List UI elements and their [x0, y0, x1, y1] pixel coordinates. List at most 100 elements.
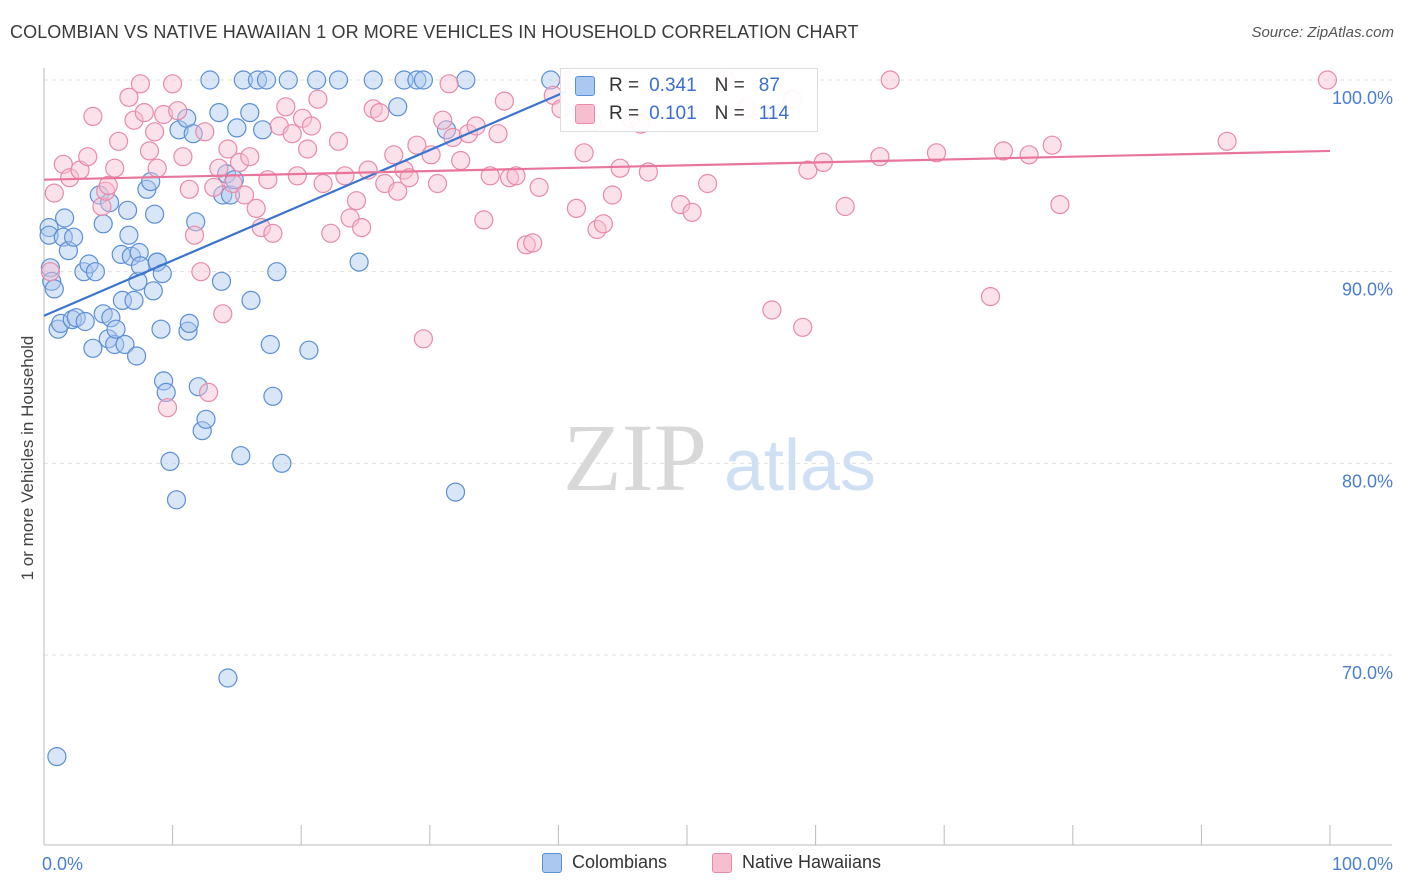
data-point — [880, 70, 900, 90]
data-point — [54, 208, 75, 228]
data-point — [220, 185, 241, 205]
data-point — [143, 281, 163, 301]
data-point — [85, 262, 106, 282]
legend-label-colombians: Colombians — [572, 852, 668, 872]
data-point — [388, 181, 408, 201]
data-point — [762, 300, 782, 320]
data-point — [63, 227, 84, 247]
data-point — [231, 446, 251, 466]
data-point — [638, 162, 659, 182]
data-point — [445, 482, 466, 502]
data-point — [346, 191, 367, 211]
data-point — [44, 183, 64, 203]
y-tick-label: 90.0% — [1342, 280, 1393, 300]
data-point — [388, 97, 408, 117]
data-point — [173, 147, 193, 167]
data-point — [124, 290, 144, 310]
data-point — [308, 89, 328, 109]
data-point — [115, 334, 135, 355]
data-point — [480, 166, 500, 186]
data-point — [213, 304, 233, 324]
data-point — [196, 409, 216, 429]
data-point — [335, 166, 355, 186]
axes — [43, 68, 1392, 846]
data-point — [200, 70, 220, 90]
data-point — [156, 382, 176, 402]
data-point — [39, 218, 59, 238]
data-point — [697, 173, 718, 194]
data-point — [260, 334, 280, 355]
data-point — [151, 319, 171, 339]
colombians-swatch — [575, 76, 595, 96]
colombians-legend-swatch — [542, 852, 562, 873]
data-point — [78, 147, 98, 167]
data-point — [256, 70, 277, 90]
data-point — [106, 319, 126, 339]
data-point — [227, 118, 247, 138]
data-point — [188, 377, 208, 397]
data-point — [263, 223, 283, 243]
data-point — [246, 198, 266, 218]
data-point — [1019, 145, 1039, 165]
data-point — [79, 254, 99, 274]
data-point — [433, 110, 453, 130]
data-point — [1217, 131, 1237, 151]
n-value: 114 — [758, 103, 790, 124]
data-point — [195, 122, 215, 142]
trendline — [43, 90, 567, 317]
r-value: 0.101 — [649, 103, 697, 124]
data-point — [145, 204, 165, 224]
y-tick-label: 70.0% — [1342, 663, 1393, 683]
data-point — [251, 218, 271, 238]
data-point — [352, 218, 372, 238]
data-point — [160, 451, 180, 471]
data-point — [44, 279, 64, 299]
stats-row-native-hawaiians: R = 0.101 N = 114 — [575, 101, 789, 127]
data-point — [407, 135, 427, 155]
n-label: N = — [714, 75, 745, 96]
data-point — [267, 262, 287, 282]
data-point — [154, 104, 174, 125]
data-point — [209, 158, 229, 178]
legend-label-native-hawaiians: Native Hawaiians — [742, 852, 882, 872]
r-label: R = — [609, 103, 640, 124]
data-point — [363, 70, 383, 90]
data-point — [98, 175, 118, 195]
data-point — [40, 262, 61, 282]
trendline — [43, 149, 1331, 181]
data-point — [119, 87, 139, 107]
data-point — [349, 252, 369, 272]
data-point — [145, 122, 165, 142]
data-point — [276, 97, 296, 117]
n-value: 87 — [758, 75, 780, 96]
data-point — [209, 102, 229, 123]
data-point — [321, 223, 341, 243]
data-point — [1050, 195, 1070, 215]
data-point — [593, 214, 614, 234]
data-point — [413, 70, 433, 90]
data-point — [682, 202, 702, 222]
y-tick-label: 100.0% — [1332, 88, 1393, 108]
data-point — [179, 179, 199, 199]
n-label: N = — [714, 103, 745, 124]
data-point — [199, 382, 219, 402]
data-point — [1042, 135, 1062, 155]
data-point — [204, 177, 224, 197]
source-label: Source: ZipAtlas.com — [1251, 24, 1394, 41]
data-point — [83, 106, 103, 127]
data-point — [119, 225, 139, 245]
data-point — [427, 173, 448, 194]
native-hawaiians-swatch — [575, 104, 595, 124]
legend-item-native-hawaiians[interactable]: Native Hawaiians — [712, 852, 881, 873]
series-colombians — [39, 70, 561, 767]
data-point — [474, 210, 494, 230]
data-point — [101, 308, 121, 328]
data-point — [272, 453, 292, 473]
legend-item-colombians[interactable]: Colombians — [542, 852, 667, 873]
data-point — [370, 102, 390, 123]
stats-row-colombians: R = 0.341 N = 87 — [575, 73, 780, 99]
data-point — [253, 120, 273, 140]
y-tick-label: 80.0% — [1342, 471, 1393, 491]
data-point — [870, 147, 890, 167]
